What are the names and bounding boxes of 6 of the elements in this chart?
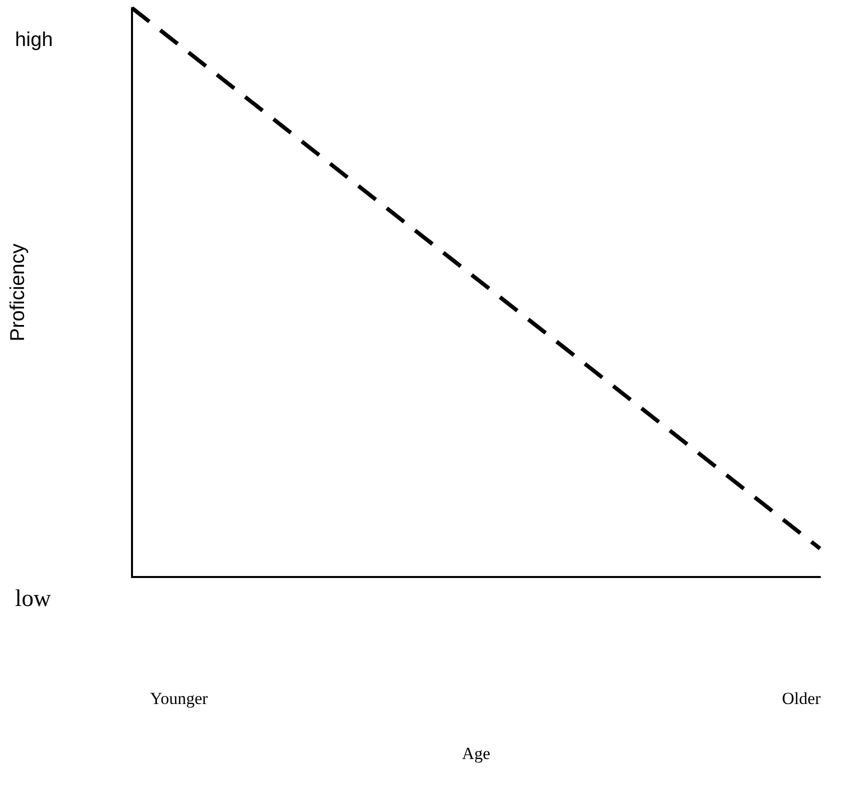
text: Age — [462, 744, 490, 763]
y-axis-title: Proficiency — [7, 244, 29, 342]
text: low — [15, 586, 52, 612]
annotation: high — [15, 29, 53, 51]
text: Older — [782, 689, 822, 708]
text: Younger — [150, 689, 208, 708]
